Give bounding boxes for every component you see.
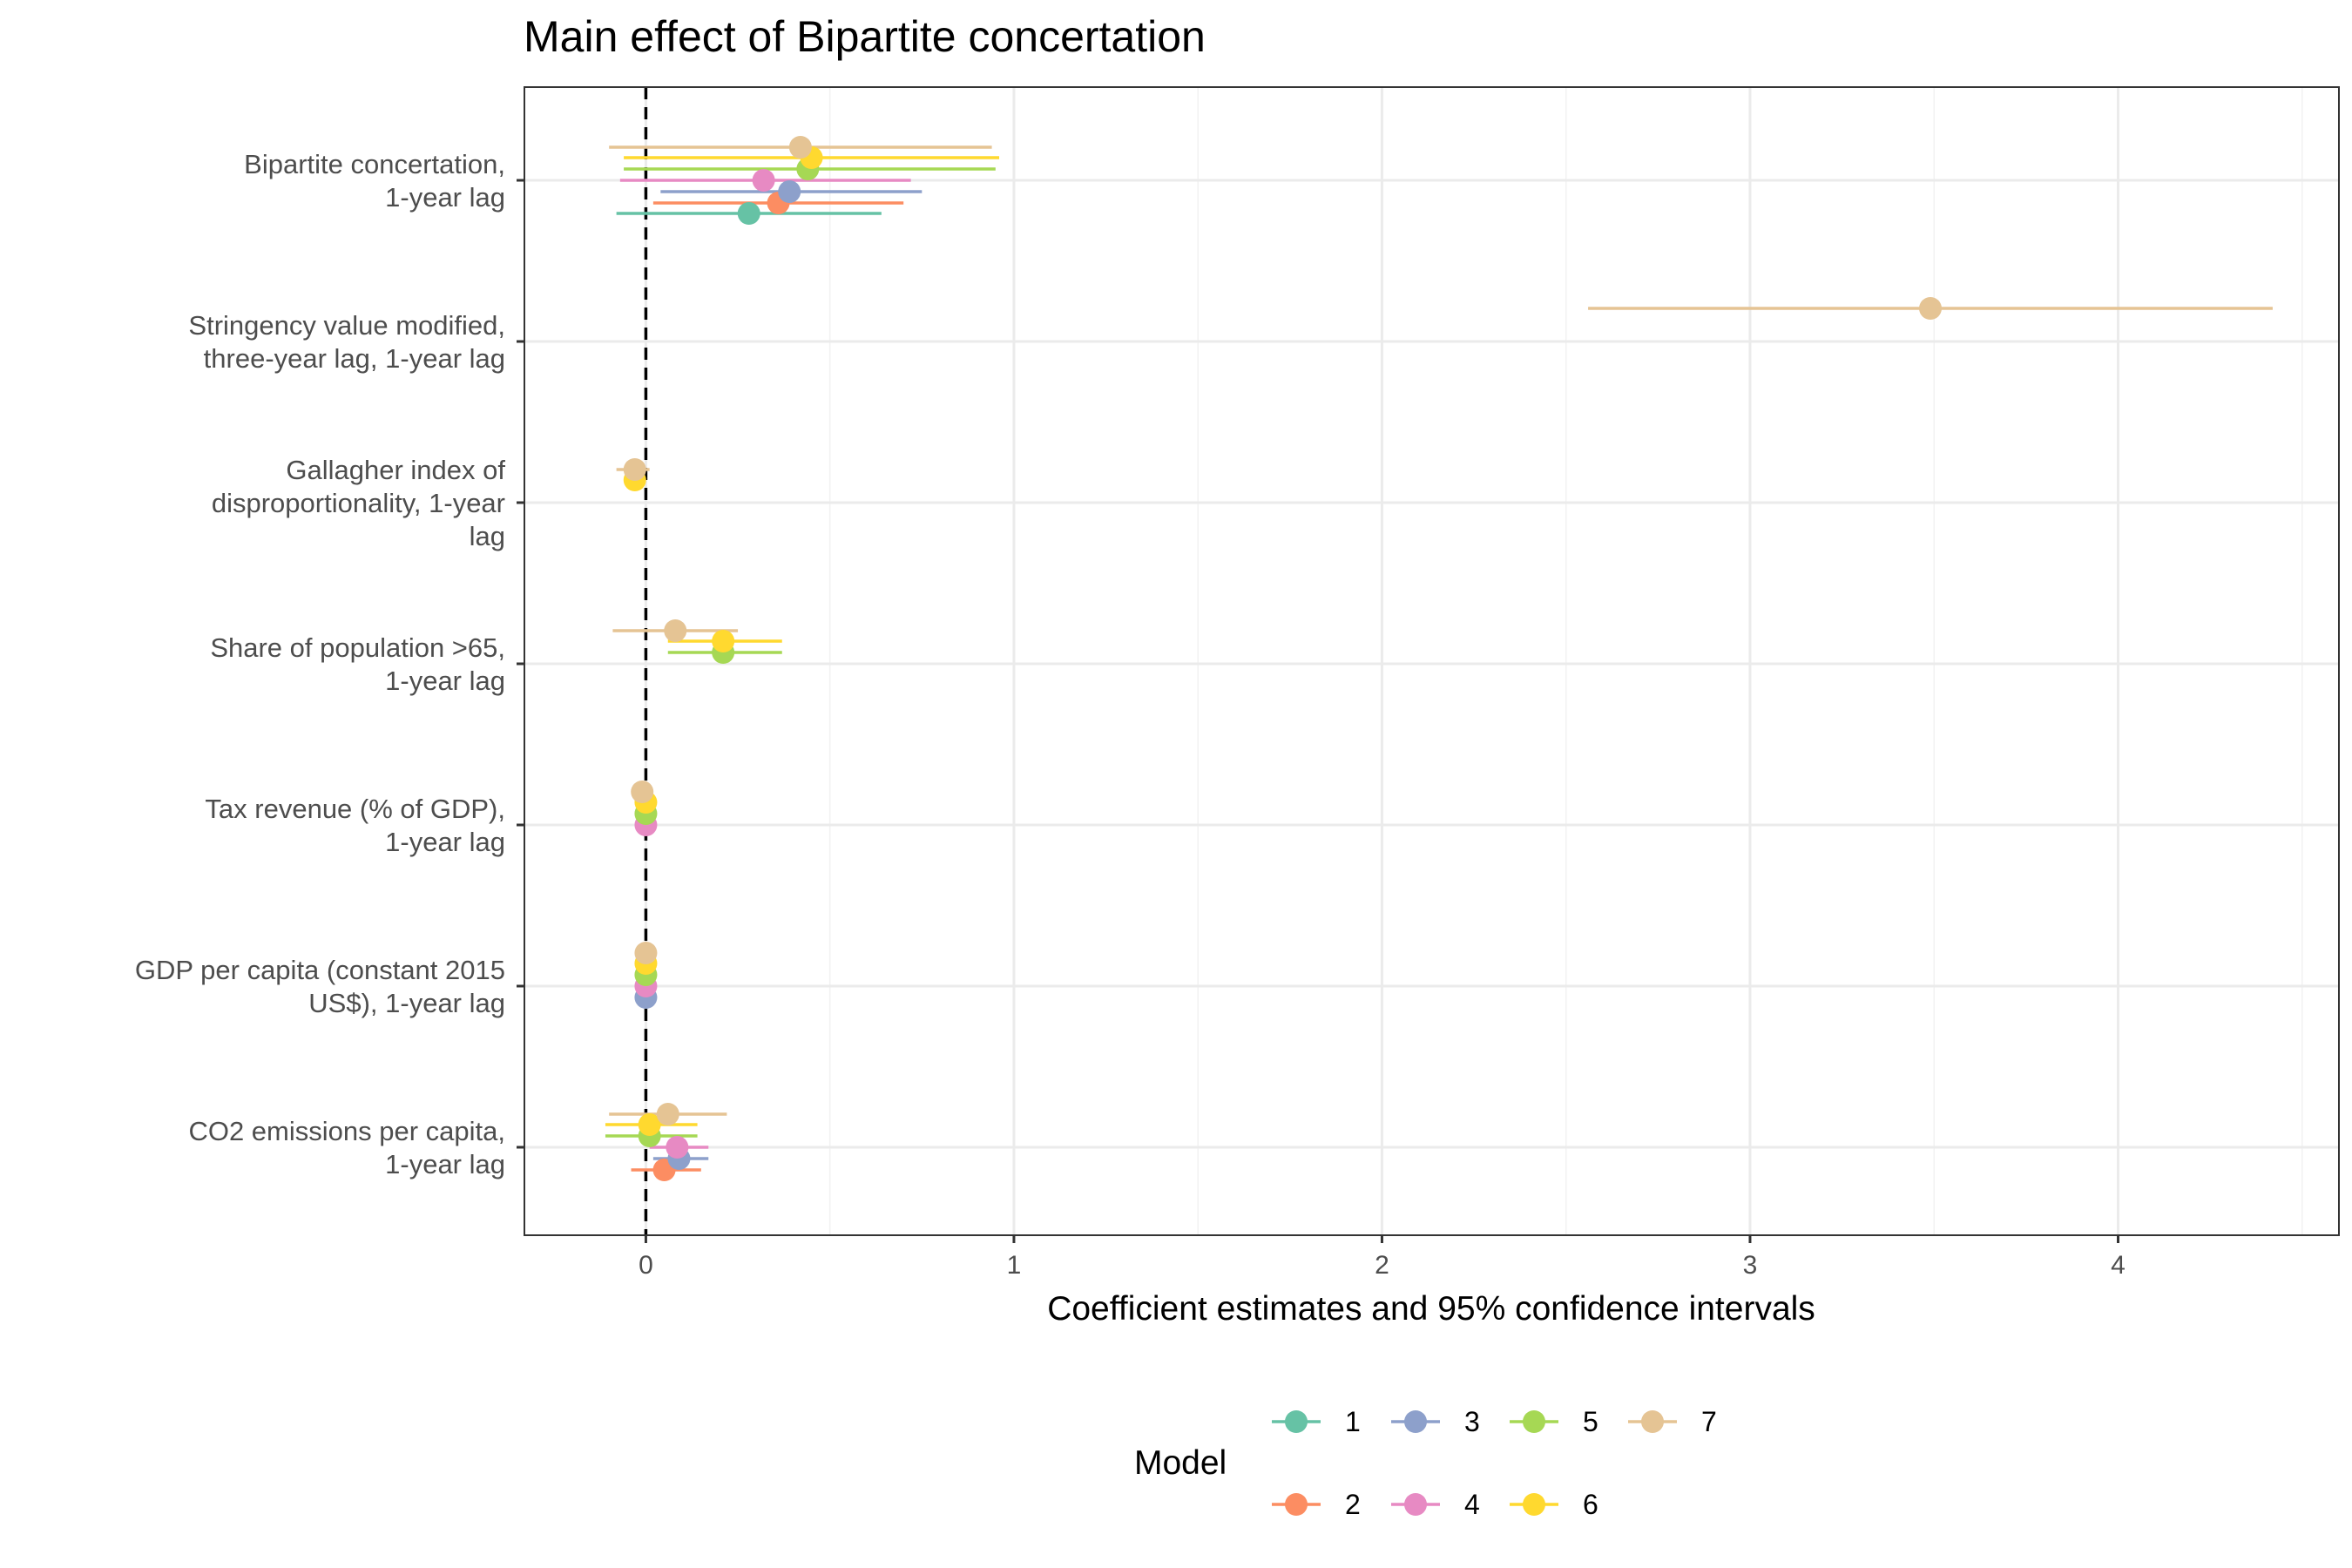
data-marks — [605, 136, 2273, 1181]
y-tick-label: CO2 emissions per capita, — [188, 1116, 505, 1146]
point-model-7 — [631, 781, 654, 803]
legend-title: Model — [1134, 1444, 1227, 1482]
y-tick-label: 1-year lag — [385, 827, 505, 857]
point-model-4 — [666, 1136, 689, 1159]
legend-key-point-model-3 — [1404, 1410, 1427, 1433]
legend-key-point-model-6 — [1523, 1493, 1545, 1516]
plot-panel-border — [524, 86, 2340, 1236]
legend-label-model-3: 3 — [1464, 1406, 1480, 1437]
legend-label-model-6: 6 — [1583, 1489, 1598, 1520]
x-tick-label: 4 — [2111, 1251, 2126, 1280]
x-tick-label: 2 — [1375, 1251, 1389, 1280]
y-tick-label: GDP per capita (constant 2015 — [135, 955, 505, 985]
legend-label-model-4: 4 — [1464, 1489, 1480, 1520]
x-tick-label: 3 — [1743, 1251, 1758, 1280]
legend-label-model-5: 5 — [1583, 1406, 1598, 1437]
legend: Model 1 2 3 4 5 6 7 — [1134, 1406, 1717, 1520]
point-model-7 — [634, 942, 658, 964]
y-tick-label: disproportionality, 1-year — [212, 488, 505, 518]
legend-key-point-model-1 — [1285, 1410, 1308, 1433]
y-axis: Bipartite concertation,1-year lagStringe… — [135, 149, 524, 1179]
y-tick-label: US$), 1-year lag — [308, 988, 505, 1018]
point-model-7 — [788, 136, 812, 159]
legend-key-point-model-7 — [1641, 1410, 1664, 1433]
y-tick-label: 1-year lag — [385, 1149, 505, 1179]
y-tick-label: Stringency value modified, — [188, 310, 505, 341]
y-tick-label: 1-year lag — [385, 666, 505, 696]
gridlines — [524, 87, 2339, 1235]
point-model-7 — [664, 619, 687, 642]
point-model-7 — [656, 1103, 679, 1125]
legend-label-model-1: 1 — [1345, 1406, 1361, 1437]
x-tick-label: 0 — [639, 1251, 653, 1280]
y-tick-label: Gallagher index of — [286, 455, 505, 485]
point-model-3 — [778, 180, 801, 203]
legend-key-point-model-2 — [1285, 1493, 1308, 1516]
y-tick-label: three-year lag, 1-year lag — [204, 343, 505, 374]
legend-label-model-2: 2 — [1345, 1489, 1361, 1520]
x-axis: 0 1 2 3 4 — [639, 1235, 2126, 1280]
point-model-7 — [623, 458, 646, 481]
y-tick-label: Tax revenue (% of GDP), — [205, 794, 505, 824]
point-model-7 — [1919, 297, 1943, 320]
y-tick-label: 1-year lag — [385, 182, 505, 213]
point-model-6 — [638, 1113, 661, 1136]
chart-title: Main effect of Bipartite concertation — [524, 12, 1206, 61]
legend-key-point-model-4 — [1404, 1493, 1427, 1516]
legend-key-point-model-5 — [1523, 1410, 1545, 1433]
point-model-4 — [752, 169, 775, 192]
legend-label-model-7: 7 — [1701, 1406, 1717, 1437]
y-tick-label: Share of population >65, — [210, 632, 505, 663]
y-tick-label: Bipartite concertation, — [244, 149, 505, 179]
point-model-1 — [737, 202, 760, 225]
x-axis-label: Coefficient estimates and 95% confidence… — [1047, 1290, 1815, 1328]
point-model-6 — [712, 630, 735, 652]
x-tick-label: 1 — [1007, 1251, 1022, 1280]
y-tick-label: lag — [470, 521, 505, 551]
